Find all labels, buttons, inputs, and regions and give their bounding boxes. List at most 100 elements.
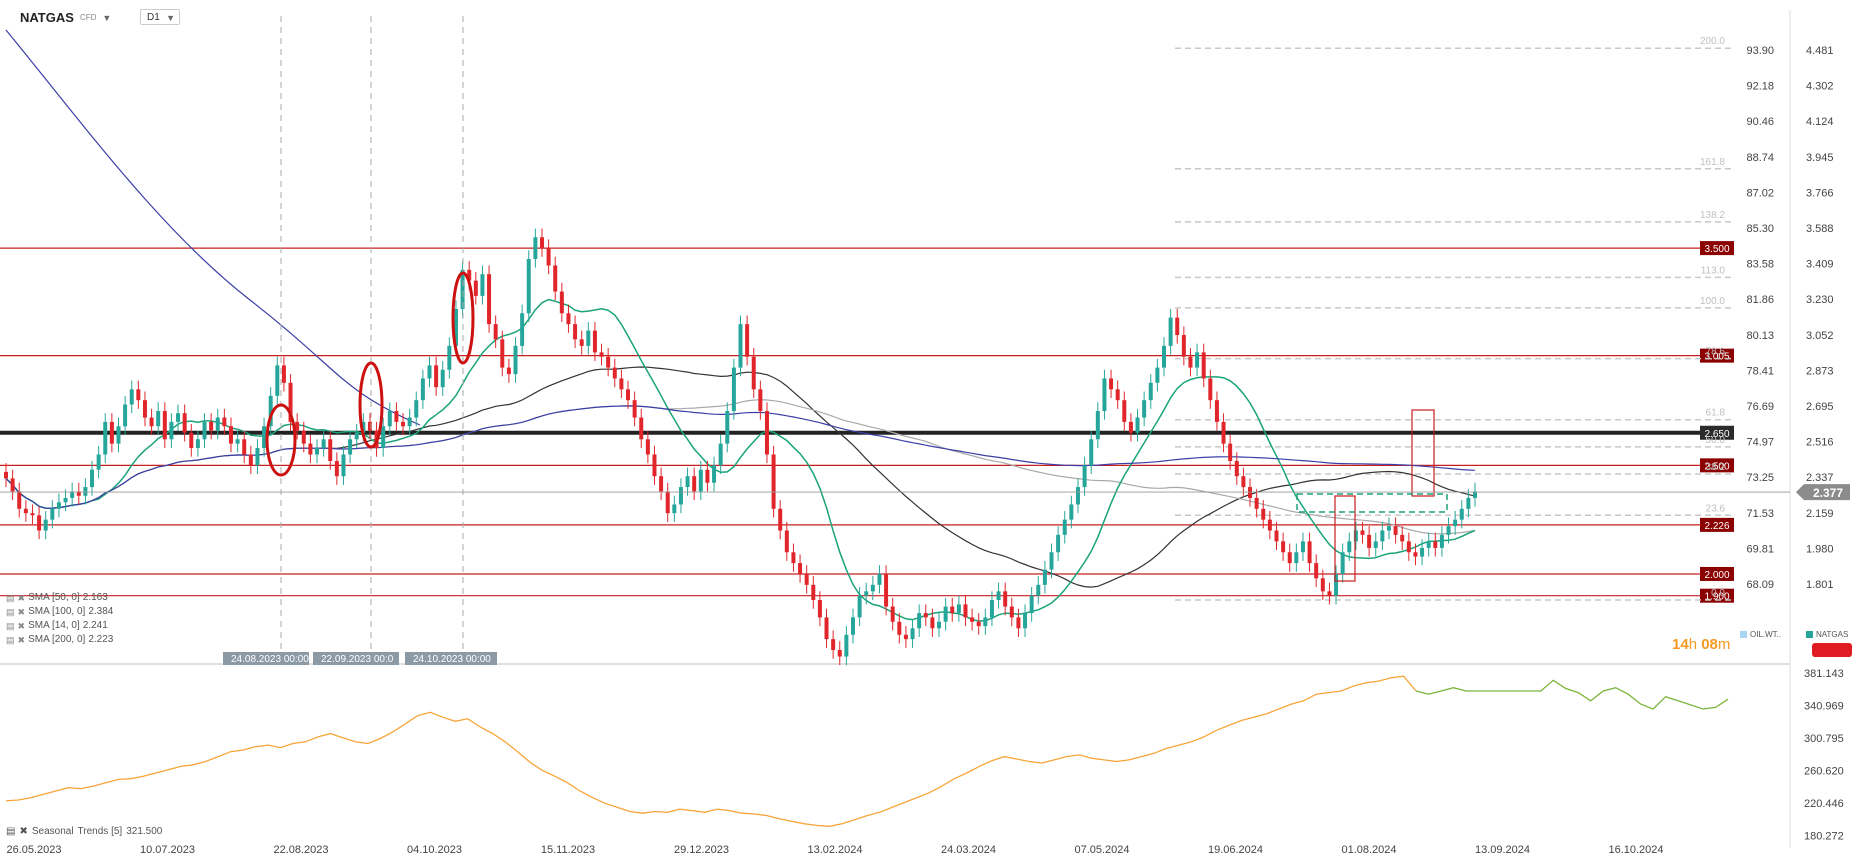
candle <box>559 282 564 322</box>
candle <box>850 608 855 644</box>
candle <box>1095 402 1100 448</box>
settings-icon[interactable]: ▤ <box>6 607 15 617</box>
fib-label-78.6: 78.6 <box>1706 347 1726 358</box>
candle-body <box>857 595 862 618</box>
candle <box>506 358 511 383</box>
settings-icon[interactable]: ▤ <box>6 635 15 645</box>
candle <box>1201 343 1206 388</box>
candle <box>1056 526 1061 561</box>
candle-body <box>209 421 214 431</box>
candle <box>109 413 114 453</box>
candle-body <box>1195 352 1200 368</box>
settings-icon[interactable]: ▤ <box>6 621 15 631</box>
symbol-dropdown-icon[interactable]: ▼ <box>102 12 112 23</box>
candle-body <box>30 513 35 516</box>
y-tick-primary: 3.766 <box>1806 187 1834 199</box>
lower-y-tick: 220.446 <box>1804 798 1844 810</box>
fib-label-50.0: 50.0 <box>1706 435 1726 446</box>
current-price-badge <box>1796 484 1850 501</box>
candle-body <box>1241 476 1246 488</box>
candle-body <box>910 628 915 640</box>
close-icon[interactable]: ✖ <box>17 621 26 631</box>
candle <box>209 413 214 440</box>
candle-body <box>937 621 942 629</box>
candle-body <box>1294 552 1299 564</box>
symbol-name[interactable]: NATGAS <box>20 10 74 25</box>
candle-body <box>1353 530 1358 542</box>
y-tick-secondary: 76.69 <box>1746 401 1774 413</box>
legend-label: SMA [200, 0] <box>28 634 86 645</box>
close-icon[interactable]: ✖ <box>17 635 26 645</box>
candle <box>606 348 611 377</box>
candle <box>328 430 333 470</box>
candle <box>76 482 81 505</box>
candle-body <box>1446 526 1451 535</box>
candle <box>156 402 161 435</box>
natgas-label: NATGAS <box>1816 630 1849 639</box>
x-tick: 19.06.2024 <box>1208 844 1263 856</box>
sell-button[interactable] <box>1812 643 1852 657</box>
candle <box>1042 560 1047 594</box>
candle-body <box>420 378 425 401</box>
timer-minutes: 08 <box>1701 636 1718 653</box>
candle <box>1029 587 1034 622</box>
candle-body <box>1161 345 1166 368</box>
candle-body <box>1003 591 1008 607</box>
candle-body <box>1473 491 1477 498</box>
legend-row-sma[interactable]: ▤ ✖ SMA [200, 0] 2.223 <box>6 633 113 647</box>
close-icon[interactable]: ✖ <box>17 607 26 617</box>
timeframe-select[interactable]: D1 ▼ <box>140 9 180 25</box>
event-date-label: 24.08.2023 00:00 <box>231 654 309 665</box>
candle <box>43 510 48 540</box>
candle <box>1195 343 1200 377</box>
level-label-1.900: 1.900 <box>1704 592 1729 603</box>
candle <box>275 356 280 405</box>
candle-body <box>923 613 928 618</box>
y-tick-secondary: 74.97 <box>1746 437 1774 449</box>
candle <box>758 380 763 420</box>
legend-row-sma[interactable]: ▤ ✖ SMA [100, 0] 2.384 <box>6 605 113 619</box>
legend-row-sma[interactable]: ▤ ✖ SMA [14, 0] 2.241 <box>6 619 113 633</box>
candle-body <box>1314 563 1319 579</box>
candle-body <box>606 356 611 368</box>
legend-value: 2.241 <box>82 620 108 631</box>
legend-row-sma[interactable]: ▤ ✖ SMA [50, 0] 2.163 <box>6 591 113 605</box>
settings-icon[interactable]: ▤ <box>6 593 15 603</box>
symbol-header[interactable]: NATGAS CFD ▼ <box>20 10 111 25</box>
candle-body <box>460 269 465 309</box>
candle-body <box>1109 378 1114 390</box>
candle-body <box>1347 541 1352 553</box>
close-icon[interactable]: ✖ <box>19 826 28 837</box>
legend-value: 2.384 <box>88 606 114 617</box>
candle-body <box>989 600 994 618</box>
candle <box>202 413 207 448</box>
level-label-2.000: 2.000 <box>1704 570 1729 581</box>
candle-body <box>156 411 161 427</box>
natgas-mini-legend[interactable]: NATGAS <box>1806 630 1848 639</box>
candle-body <box>1175 317 1180 335</box>
candle-body <box>506 367 511 375</box>
lower-y-tick: 180.272 <box>1804 831 1844 843</box>
candle-body <box>632 400 637 418</box>
candle-body <box>1261 508 1266 520</box>
candle <box>831 630 836 659</box>
candle-body <box>1095 411 1100 440</box>
candle <box>1082 456 1087 496</box>
close-icon[interactable]: ✖ <box>17 593 26 603</box>
level-badge-1.900 <box>1700 588 1734 603</box>
natgas-color-swatch <box>1806 631 1813 638</box>
candle-body <box>1036 584 1041 596</box>
settings-icon[interactable]: ▤ <box>6 826 16 837</box>
candle-body <box>764 411 769 455</box>
candle-body <box>308 443 313 455</box>
oil-mini-legend[interactable]: OIL.WT.. <box>1740 630 1781 639</box>
candle-body <box>983 617 988 627</box>
level-label-3.005: 3.005 <box>1704 352 1729 363</box>
candle-body <box>43 519 48 531</box>
candle-body <box>162 411 167 440</box>
candle-body <box>566 313 571 325</box>
candle-body <box>50 508 55 520</box>
sma-200-leadin <box>5 29 421 426</box>
candle-body <box>493 324 498 340</box>
